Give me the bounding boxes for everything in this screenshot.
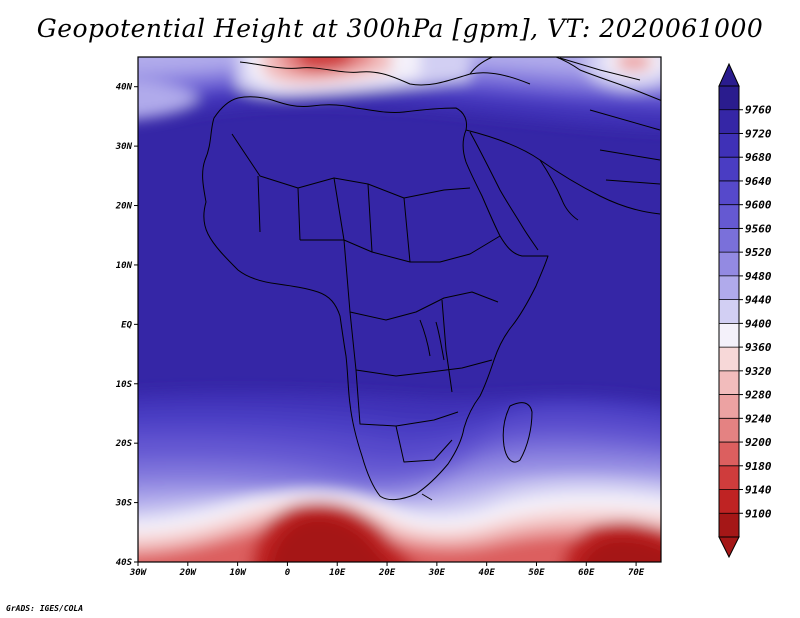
lon-tick-label: 70E xyxy=(628,568,645,578)
grads-credit: GrADS: IGES/COLA xyxy=(6,604,84,613)
lat-tick-label: 40S xyxy=(116,558,133,568)
colorbar-swatch xyxy=(719,513,739,538)
colorbar-legend: 9760 9720 9680 9640 9600 9560 9520 9480 9440 9400… xyxy=(718,62,772,559)
colorbar-frame xyxy=(718,85,740,538)
colorbar-label: 9600 xyxy=(745,199,772,212)
lon-tick-label: 40E xyxy=(479,568,496,578)
colorbar-swatch xyxy=(719,252,739,277)
map-title: Geopotential Height at 300hPa [gpm], VT:… xyxy=(36,14,764,43)
colorbar-swatch xyxy=(719,275,739,301)
colorbar-swatch xyxy=(719,489,739,514)
lon-tick-label: 20W xyxy=(179,568,198,578)
colorbar-label: 9680 xyxy=(745,151,772,164)
lon-tick-label: 30E xyxy=(428,568,446,578)
lat-tick-label: 30N xyxy=(115,142,133,152)
colorbar-swatch xyxy=(719,347,739,372)
colorbar-swatch xyxy=(719,299,739,324)
colorbar-label: 9280 xyxy=(745,389,772,402)
lat-tick-label: 20S xyxy=(115,439,133,449)
latitude-axis: 40N 30N 20N 10N EQ 10S 20S 30S 40S xyxy=(115,83,138,568)
colorbar-label: 9360 xyxy=(745,341,772,354)
colorbar-label: 9240 xyxy=(745,412,772,425)
colorbar-swatch xyxy=(719,323,739,348)
colorbar-label: 9480 xyxy=(745,270,772,283)
lon-tick-label: 0 xyxy=(285,568,291,578)
lon-tick-label: 10E xyxy=(329,568,346,578)
colorbar-label: 9100 xyxy=(745,507,772,520)
colorbar-label: 9560 xyxy=(745,222,772,235)
colorbar-swatch xyxy=(719,394,739,419)
colorbar-swatch xyxy=(719,133,739,158)
colorbar-bottom-arrow xyxy=(718,536,740,559)
colorbar-swatch xyxy=(719,370,739,396)
colorbar-label: 9520 xyxy=(745,246,772,259)
longitude-axis: 30W 20W 10W 0 10E 20E 30E 40E 50E 60E 70E xyxy=(129,562,645,578)
coastline-borders xyxy=(202,57,661,501)
colorbar-label: 9640 xyxy=(745,175,772,188)
colorbar-swatch xyxy=(719,228,739,253)
colorbar-swatch xyxy=(719,109,739,134)
lon-tick-label: 60E xyxy=(578,568,595,578)
lat-tick-label: 30S xyxy=(115,499,133,509)
colorbar-swatch xyxy=(719,204,739,229)
lon-tick-label: 30W xyxy=(129,568,148,578)
lon-tick-label: 20E xyxy=(378,568,396,578)
colorbar-label: 9400 xyxy=(745,317,772,330)
colorbar-swatch xyxy=(719,442,739,467)
lon-tick-label: 10W xyxy=(229,568,247,578)
colorbar-swatch xyxy=(719,180,739,206)
colorbar-label: 9320 xyxy=(745,365,772,378)
colorbar-swatch xyxy=(719,465,739,491)
colorbar-label: 9440 xyxy=(745,294,772,307)
colorbar-label: 9140 xyxy=(745,484,772,497)
colorbar-swatch xyxy=(719,157,739,182)
lat-tick-label: 20N xyxy=(115,202,133,212)
lat-tick-label: 10N xyxy=(116,261,133,271)
lon-tick-label: 50E xyxy=(528,568,545,578)
colorbar-label: 9200 xyxy=(745,436,772,449)
lat-tick-label: 10S xyxy=(116,380,133,390)
colorbar-label: 9180 xyxy=(745,460,772,473)
lat-tick-label: 40N xyxy=(116,83,133,93)
lat-tick-label: EQ xyxy=(121,320,132,330)
colorbar-top-arrow xyxy=(718,62,740,87)
colorbar-label: 9760 xyxy=(745,104,772,117)
colorbar-swatch xyxy=(719,418,739,443)
colorbar-label: 9720 xyxy=(745,127,772,140)
colorbar-swatch xyxy=(719,86,739,111)
